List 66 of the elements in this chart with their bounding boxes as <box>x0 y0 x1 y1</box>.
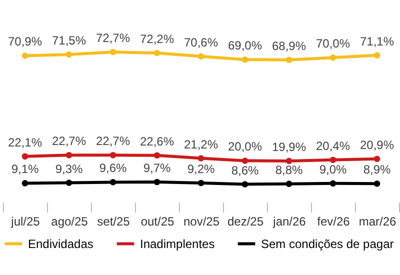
point <box>22 180 28 186</box>
data-label: 22,7% <box>52 134 86 148</box>
x-tick-label: jan/26 <box>272 214 306 228</box>
x-tick-label: set/25 <box>97 214 130 228</box>
point <box>22 153 28 160</box>
point <box>66 180 72 186</box>
data-label: 20,4% <box>316 138 350 153</box>
data-label: 22,1% <box>8 135 42 150</box>
data-label: 20,9% <box>360 138 394 152</box>
point <box>110 48 116 56</box>
point <box>330 54 336 61</box>
point <box>22 52 28 59</box>
data-label: 69,0% <box>228 38 262 53</box>
data-label: 20,0% <box>228 140 262 154</box>
data-label: 8,8% <box>275 162 303 177</box>
point <box>198 53 204 60</box>
point <box>110 152 116 158</box>
point <box>154 152 160 159</box>
point <box>286 56 292 63</box>
data-label: 72,7% <box>96 31 130 45</box>
x-tick-label: jul/25 <box>10 214 40 228</box>
legend-label: Inadimplentes <box>140 236 215 251</box>
data-label: 9,1% <box>11 162 39 176</box>
data-label: 70,6% <box>184 35 218 50</box>
data-label: 70,9% <box>8 34 42 49</box>
data-label: 9,7% <box>143 160 171 175</box>
point <box>286 180 292 187</box>
data-label: 9,2% <box>187 162 215 176</box>
point <box>374 180 380 187</box>
point <box>286 158 292 164</box>
point <box>374 52 380 58</box>
data-label: 8,6% <box>231 163 259 178</box>
point <box>330 180 336 187</box>
data-label: 68,9% <box>272 38 306 53</box>
data-label: 22,6% <box>140 134 174 148</box>
point <box>110 179 116 186</box>
data-label: 21,2% <box>184 137 218 152</box>
data-label: 19,9% <box>272 140 306 154</box>
point <box>66 152 72 158</box>
data-label: 9,0% <box>319 162 347 176</box>
x-tick-label: fev/26 <box>317 214 350 228</box>
x-tick-label: nov/25 <box>183 214 220 228</box>
point <box>330 156 336 164</box>
data-label: 72,2% <box>140 32 174 46</box>
point <box>374 156 380 162</box>
legend-label: Endividadas <box>28 236 94 251</box>
data-label: 9,6% <box>99 161 127 176</box>
data-label: 71,5% <box>52 33 86 48</box>
point <box>198 180 204 186</box>
point <box>66 51 72 58</box>
data-label: 71,1% <box>360 34 394 48</box>
x-tick-label: dez/25 <box>227 214 264 228</box>
point <box>242 158 248 164</box>
point <box>242 181 248 188</box>
data-label: 70,0% <box>316 36 350 51</box>
point <box>154 178 160 186</box>
data-label: 8,9% <box>363 162 391 177</box>
x-tick-label: mar/26 <box>358 214 396 228</box>
x-tick-label: out/25 <box>140 214 174 228</box>
legend-label: Sem condições de pagar <box>261 236 394 251</box>
point <box>154 50 160 56</box>
data-label: 9,3% <box>55 162 83 176</box>
point <box>198 155 204 162</box>
x-tick-label: ago/25 <box>51 214 88 228</box>
point <box>242 56 248 63</box>
data-label: 22,7% <box>96 134 130 148</box>
